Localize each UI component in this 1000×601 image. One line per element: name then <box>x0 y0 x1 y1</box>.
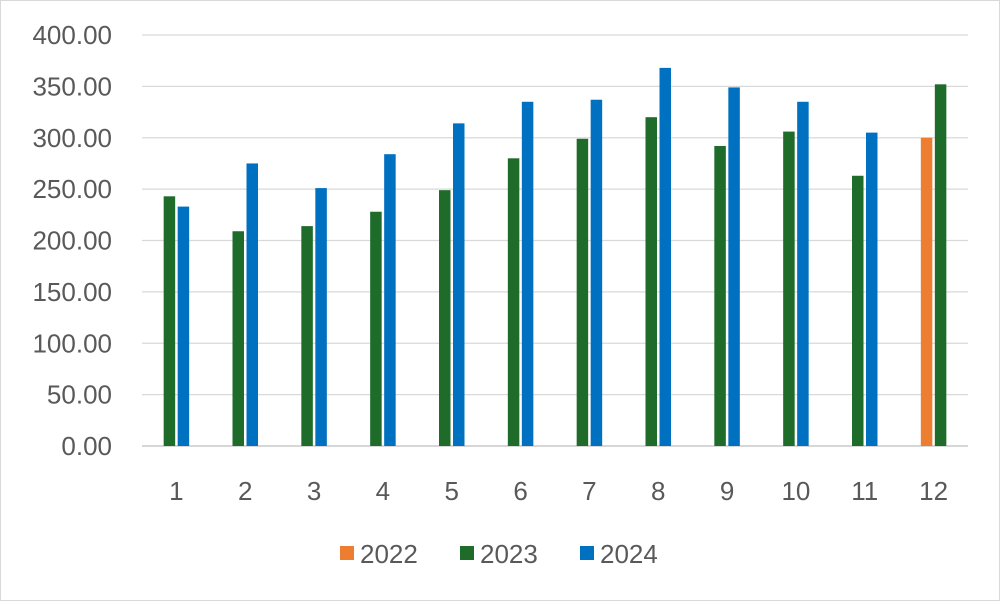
bar-2023-6 <box>507 158 520 447</box>
y-tick-label: 150.00 <box>32 277 112 307</box>
x-axis-tick-labels: 1 2 3 4 5 6 7 8 9 10 11 12 <box>169 476 948 506</box>
bar-2024-6 <box>521 101 534 446</box>
x-tick-label: 12 <box>919 476 948 506</box>
x-tick-label: 11 <box>851 476 878 506</box>
x-tick-label: 3 <box>307 476 321 506</box>
legend-label-2024: 2024 <box>600 539 658 569</box>
y-tick-label: 350.00 <box>32 71 112 101</box>
bar-2023-10 <box>783 131 795 446</box>
bar-2023-7 <box>576 138 589 446</box>
y-tick-label: 100.00 <box>32 328 112 358</box>
x-tick-label: 7 <box>582 476 596 506</box>
bar-2023-1 <box>163 196 176 446</box>
bar-2024-10 <box>797 101 809 446</box>
x-tick-label: 1 <box>169 476 183 506</box>
bar-2023-5 <box>439 190 451 446</box>
bar-2024-9 <box>728 87 740 446</box>
bar-2023-2 <box>232 231 244 446</box>
bar-2023-4 <box>370 211 382 446</box>
x-tick-label: 10 <box>781 476 810 506</box>
bar-2023-3 <box>301 226 313 446</box>
bars <box>163 67 947 447</box>
bar-2022-12 <box>920 137 933 446</box>
bar-2024-3 <box>315 188 327 446</box>
gridlines <box>142 34 968 447</box>
legend-swatch-2023 <box>460 546 474 560</box>
x-tick-label: 4 <box>376 476 390 506</box>
x-tick-label: 2 <box>238 476 252 506</box>
y-tick-label: 0.00 <box>61 431 112 461</box>
x-tick-label: 5 <box>445 476 459 506</box>
y-tick-label: 300.00 <box>32 123 112 153</box>
y-tick-label: 400.00 <box>32 20 112 50</box>
bar-2024-11 <box>866 132 878 447</box>
bar-2023-11 <box>852 175 864 446</box>
legend-swatch-2024 <box>580 546 594 560</box>
y-tick-label: 250.00 <box>32 174 112 204</box>
bar-2024-8 <box>659 67 671 446</box>
y-tick-label: 50.00 <box>47 380 112 410</box>
legend-label-2022: 2022 <box>360 539 418 569</box>
legend: 2022 2023 2024 <box>340 539 658 569</box>
y-tick-label: 200.00 <box>32 226 112 256</box>
x-tick-label: 6 <box>513 476 527 506</box>
bar-2024-5 <box>453 123 465 447</box>
x-tick-label: 9 <box>720 476 734 506</box>
legend-swatch-2022 <box>340 546 354 560</box>
bar-2024-2 <box>246 163 258 446</box>
bar-2023-12 <box>934 84 947 446</box>
bar-2024-4 <box>384 154 396 446</box>
bar-2023-8 <box>645 117 657 446</box>
x-tick-label: 8 <box>651 476 665 506</box>
bar-2024-7 <box>590 99 603 447</box>
y-axis-tick-labels: 0.00 50.00 100.00 150.00 200.00 250.00 300.00 3… <box>32 20 112 461</box>
bar-2024-1 <box>177 206 190 446</box>
legend-label-2023: 2023 <box>480 539 538 569</box>
bar-2023-9 <box>714 145 726 446</box>
